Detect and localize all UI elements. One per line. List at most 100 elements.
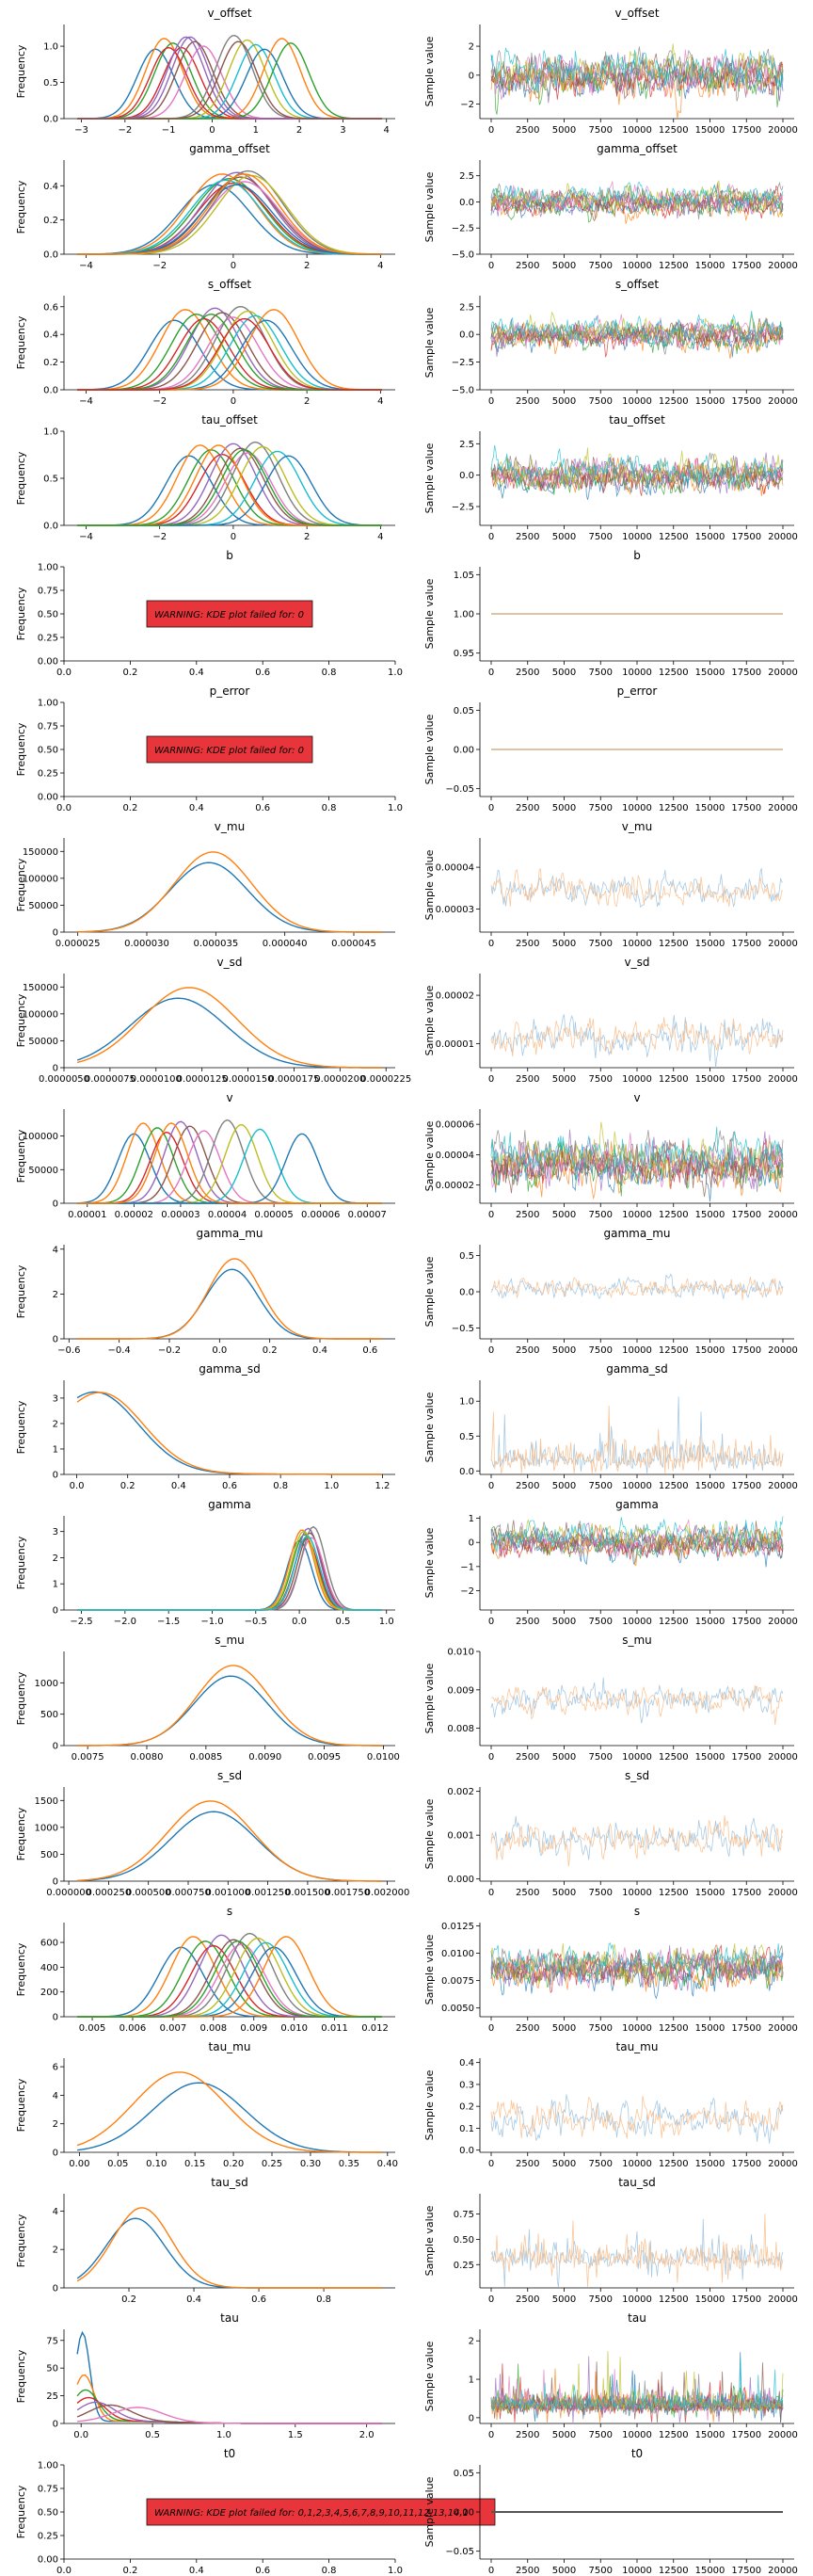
trace-xtick-label: 17500 bbox=[731, 939, 761, 949]
trace-xtick-label: 2500 bbox=[516, 1481, 539, 1491]
trace-xtick-label: 7500 bbox=[589, 1888, 613, 1898]
trace-xtick-label: 17500 bbox=[731, 2159, 761, 2169]
kde-xtick-label: −0.2 bbox=[158, 1345, 181, 1356]
trace-ytick-label: 0.0075 bbox=[441, 1976, 474, 1987]
kde-warning-box bbox=[146, 2498, 496, 2526]
trace-chain-9 bbox=[490, 47, 784, 89]
trace-ylabel: Sample value bbox=[423, 443, 436, 513]
trace-ytick-label: 0.50 bbox=[454, 2235, 474, 2246]
kde-xtick-label: 0.0 bbox=[70, 1481, 85, 1491]
trace-xtick-label: 15000 bbox=[695, 1481, 725, 1491]
trace-xtick-label: 20000 bbox=[768, 2023, 798, 2034]
kde-xtick-label: 0.0100 bbox=[367, 1752, 400, 1763]
kde-series-3 bbox=[77, 1538, 382, 1611]
kde-xtick-label: 1.0 bbox=[324, 1481, 339, 1491]
kde-ytick-label: 2 bbox=[53, 2246, 58, 2256]
trace-ytick-label: −2 bbox=[460, 100, 474, 110]
trace-xtick-label: 10000 bbox=[622, 396, 652, 407]
trace-ylabel: Sample value bbox=[423, 1527, 436, 1598]
trace-xtick-label: 5000 bbox=[552, 261, 576, 271]
trace-ytick-label: 0.95 bbox=[454, 649, 474, 659]
trace-chain-1 bbox=[490, 1277, 784, 1301]
trace-xtick-label: 20000 bbox=[768, 1345, 798, 1356]
kde-series-8 bbox=[77, 1530, 382, 1611]
trace-ytick-label: 0.5 bbox=[459, 1251, 474, 1262]
trace-xtick-label: 0 bbox=[488, 2566, 494, 2576]
trace-ytick-label: 0.75 bbox=[454, 2210, 474, 2220]
trace-chain-0 bbox=[490, 2218, 784, 2288]
trace-xtick-label: 7500 bbox=[589, 668, 613, 678]
kde-xtick-label: 0.6 bbox=[362, 1345, 377, 1356]
kde-xtick-label: 0.25 bbox=[262, 2159, 282, 2169]
kde-ytick-label: 0.00 bbox=[38, 2555, 58, 2566]
kde-ylabel: Frequency bbox=[15, 180, 27, 233]
trace-chain-1 bbox=[490, 868, 784, 908]
trace-xtick-label: 20000 bbox=[768, 1481, 798, 1491]
trace-ytick-label: 2 bbox=[469, 2337, 474, 2347]
trace-xtick-label: 2500 bbox=[516, 2566, 539, 2576]
trace-chain-6 bbox=[490, 49, 784, 101]
trace-ytick-label: 0.0 bbox=[459, 1467, 474, 1477]
kde-xtick-label: 0.30 bbox=[300, 2159, 321, 2169]
trace-xtick-label: 5000 bbox=[552, 1752, 576, 1763]
trace-xtick-label: 7500 bbox=[589, 125, 613, 136]
kde-title: tau_sd bbox=[211, 2176, 248, 2189]
trace-xtick-label: 12500 bbox=[659, 1074, 689, 1085]
trace-xtick-label: 17500 bbox=[731, 2023, 761, 2034]
kde-xtick-label: 0.008 bbox=[200, 2023, 228, 2034]
trace-xtick-label: 5000 bbox=[552, 396, 576, 407]
trace-xtick-label: 15000 bbox=[695, 668, 725, 678]
trace-xtick-label: 7500 bbox=[589, 1345, 613, 1356]
kde-title: tau_mu bbox=[209, 2040, 251, 2053]
trace-xtick-label: 15000 bbox=[695, 1074, 725, 1085]
trace-xtick-label: 12500 bbox=[659, 1888, 689, 1898]
trace-xtick-label: 7500 bbox=[589, 2023, 613, 2034]
trace-ytick-label: −0.05 bbox=[445, 2547, 474, 2557]
trace-ytick-label: 0.05 bbox=[454, 2469, 474, 2479]
trace-ylabel: Sample value bbox=[423, 1120, 436, 1191]
kde-series-4 bbox=[77, 1527, 382, 1611]
kde-series-8 bbox=[77, 310, 382, 391]
kde-ytick-label: 1 bbox=[53, 1444, 58, 1455]
trace-xtick-label: 10000 bbox=[622, 2023, 652, 2034]
kde-series-2 bbox=[77, 449, 382, 526]
trace-ytick-label: 0.00004 bbox=[436, 863, 474, 874]
kde-ytick-label: 0 bbox=[53, 1064, 58, 1074]
trace-chain-3 bbox=[490, 56, 784, 100]
kde-xtick-label: 0.8 bbox=[316, 2294, 331, 2305]
trace-ylabel: Sample value bbox=[423, 985, 436, 1055]
trace-ytick-label: 0.00 bbox=[454, 746, 474, 756]
kde-series-0 bbox=[76, 2217, 382, 2289]
trace-xtick-label: 10000 bbox=[622, 1345, 652, 1356]
kde-title: v_mu bbox=[215, 820, 245, 833]
kde-xtick-label: 0.00004 bbox=[208, 1210, 247, 1220]
kde-xtick-label: 0.0095 bbox=[308, 1752, 341, 1763]
trace-chain-9 bbox=[490, 444, 784, 489]
kde-xtick-label: 0.00003 bbox=[161, 1210, 199, 1220]
trace-ytick-label: 2 bbox=[469, 42, 474, 53]
trace-ytick-label: −2 bbox=[460, 1586, 474, 1597]
kde-xtick-label: 0.00005 bbox=[254, 1210, 293, 1220]
kde-series-4 bbox=[77, 171, 382, 255]
kde-ytick-label: 0.2 bbox=[43, 216, 58, 226]
kde-ytick-label: 500 bbox=[40, 1710, 58, 1720]
kde-xtick-label: 0 bbox=[231, 261, 236, 271]
trace-ylabel: Sample value bbox=[423, 2341, 436, 2411]
trace-xtick-label: 7500 bbox=[589, 2566, 613, 2576]
kde-xtick-label: 0.007 bbox=[160, 2023, 187, 2034]
kde-series-1 bbox=[77, 1258, 382, 1340]
trace-chain-6 bbox=[490, 457, 784, 491]
kde-ytick-label: 0.6 bbox=[43, 302, 58, 313]
kde-ytick-label: 0.0 bbox=[43, 386, 58, 396]
trace-xtick-label: 15000 bbox=[695, 1617, 725, 1627]
trace-xtick-label: 0 bbox=[488, 1074, 494, 1085]
kde-xtick-label: 1.0 bbox=[388, 2566, 403, 2576]
trace-xtick-label: 20000 bbox=[768, 803, 798, 813]
trace-chain-7 bbox=[490, 1944, 784, 1984]
trace-xtick-label: 0 bbox=[488, 939, 494, 949]
trace-xtick-label: 2500 bbox=[516, 125, 539, 136]
trace-xtick-label: 12500 bbox=[659, 2159, 689, 2169]
trace-xtick-label: 0 bbox=[488, 2159, 494, 2169]
trace-xtick-label: 20000 bbox=[768, 532, 798, 542]
trace-xtick-label: 10000 bbox=[622, 939, 652, 949]
